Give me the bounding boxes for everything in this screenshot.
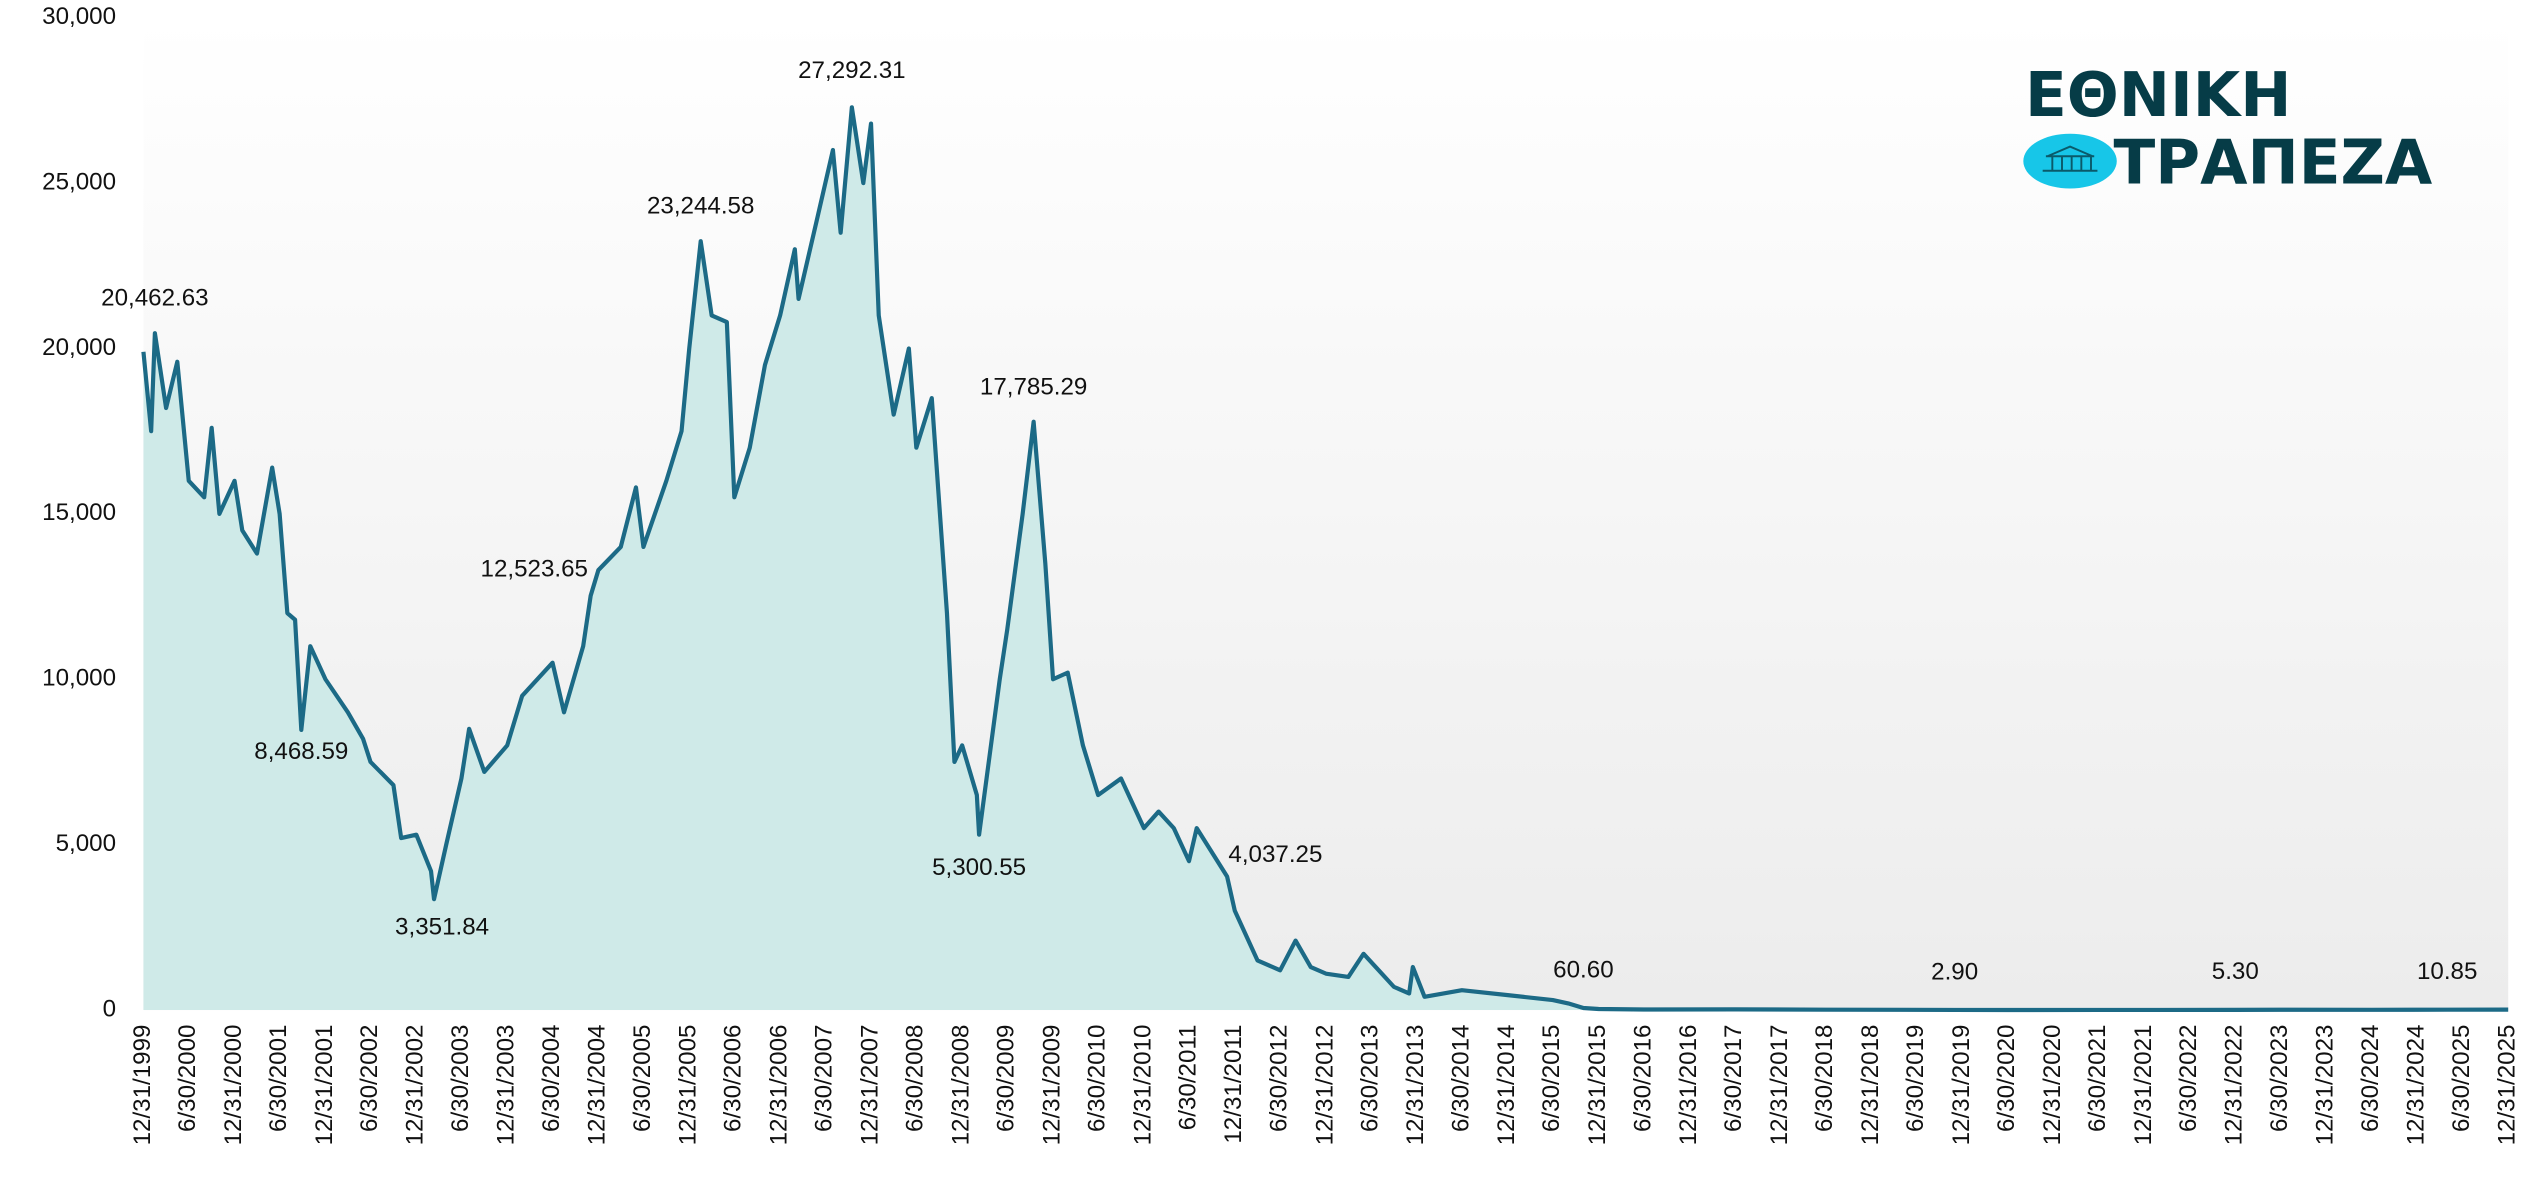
x-tick-label: 6/30/2008 <box>902 1025 929 1132</box>
logo-building <box>2042 145 2098 172</box>
x-tick-label: 6/30/2017 <box>1720 1025 1747 1132</box>
area <box>143 107 2509 1011</box>
x-tick-label: 6/30/2023 <box>2266 1025 2293 1132</box>
x-tick-label: 6/30/2001 <box>265 1025 292 1132</box>
x-tick-label: 12/31/2000 <box>220 1025 247 1146</box>
x-tick-label: 12/31/2017 <box>1766 1025 1793 1146</box>
x-tick-label: 12/31/2016 <box>1675 1025 1702 1146</box>
x-tick-label: 12/31/2021 <box>2130 1025 2157 1146</box>
x-tick-label: 6/30/2021 <box>2084 1025 2111 1132</box>
x-tick-label: 12/31/2012 <box>1311 1025 1338 1146</box>
x-tick-label: 12/31/2009 <box>1038 1025 1065 1146</box>
x-tick-label: 6/30/2012 <box>1266 1025 1293 1132</box>
x-tick-label: 6/30/2013 <box>1356 1025 1383 1132</box>
x-tick-label: 6/30/2020 <box>1993 1025 2020 1132</box>
x-tick-label: 12/31/2003 <box>493 1025 520 1146</box>
x-tick-label: 6/30/2002 <box>356 1025 383 1132</box>
x-tick-label: 12/31/2024 <box>2403 1025 2430 1146</box>
value-label: 27,292.31 <box>798 57 905 84</box>
value-label: 5,300.55 <box>932 854 1026 881</box>
x-tick-label: 12/31/2004 <box>584 1025 611 1146</box>
x-tick-label: 6/30/2007 <box>811 1025 838 1132</box>
x-tick-label: 6/30/2006 <box>720 1025 747 1132</box>
y-tick-label: 5,000 <box>56 830 116 857</box>
value-label: 17,785.29 <box>980 373 1087 400</box>
x-tick-label: 12/31/2023 <box>2312 1025 2339 1146</box>
value-label: 20,462.63 <box>101 285 208 312</box>
x-tick-label: 6/30/2014 <box>1447 1025 1474 1132</box>
x-tick-label: 12/31/2006 <box>766 1025 793 1146</box>
y-tick-label: 10,000 <box>42 665 116 692</box>
logo-line2: ΤΡΑΠΕΖΑ <box>2114 128 2433 199</box>
value-label: 2.90 <box>1931 958 1978 985</box>
value-label: 5.30 <box>2212 958 2259 985</box>
value-label: 3,351.84 <box>395 914 489 941</box>
x-tick-label: 12/31/2019 <box>1948 1025 1975 1146</box>
y-tick-label: 25,000 <box>42 168 116 195</box>
x-tick-label: 6/30/2024 <box>2357 1025 2384 1132</box>
x-tick-label: 12/31/2020 <box>2039 1025 2066 1146</box>
x-tick-label: 12/31/2014 <box>1493 1025 1520 1146</box>
y-tick-label: 0 <box>103 995 116 1022</box>
value-label: 23,244.58 <box>647 193 754 220</box>
x-tick-label: 6/30/2019 <box>1902 1025 1929 1132</box>
x-tick-label: 6/30/2015 <box>1538 1025 1565 1132</box>
y-tick-label: 30,000 <box>42 3 116 30</box>
x-tick-label: 6/30/2018 <box>1811 1025 1838 1132</box>
value-label: 60.60 <box>1553 956 1613 983</box>
x-tick-label: 12/31/2007 <box>856 1025 883 1146</box>
x-tick-label: 6/30/2003 <box>447 1025 474 1132</box>
x-tick-label: 12/31/2015 <box>1584 1025 1611 1146</box>
value-label: 12,523.65 <box>481 555 588 582</box>
x-tick-label: 12/31/2011 <box>1220 1025 1247 1144</box>
x-tick-label: 6/30/2010 <box>1083 1025 1110 1132</box>
x-tick-label: 12/31/2001 <box>311 1025 338 1146</box>
x-tick-label: 6/30/2022 <box>2175 1025 2202 1132</box>
x-tick-label: 6/30/2011 <box>1174 1025 1201 1131</box>
y-tick-label: 20,000 <box>42 334 116 361</box>
logo: ΕΘΝΙΚΗ ΤΡΑΠΕΖΑ <box>2023 60 2433 199</box>
x-tick-label: 12/31/2018 <box>1857 1025 1884 1146</box>
line <box>141 105 2509 1013</box>
x-tick-label: 12/31/2025 <box>2494 1025 2521 1146</box>
x-tick-label: 12/31/2010 <box>1129 1025 1156 1146</box>
x-tick-label: 6/30/2016 <box>1629 1025 1656 1132</box>
x-tick-label: 12/31/2022 <box>2221 1025 2248 1146</box>
x-tick-label: 12/31/1999 <box>129 1025 156 1146</box>
x-tick-label: 12/31/2005 <box>675 1025 702 1146</box>
x-tick-label: 6/30/2009 <box>993 1025 1020 1132</box>
value-label: 10.85 <box>2417 958 2477 985</box>
value-label: 4,037.25 <box>1228 841 1322 868</box>
x-tick-label: 12/31/2002 <box>402 1025 429 1146</box>
logo-line1: ΕΘΝΙΚΗ <box>2025 60 2291 131</box>
x-tick-label: 6/30/2004 <box>538 1025 565 1132</box>
x-tick-label: 6/30/2025 <box>2448 1025 2475 1132</box>
x-tick-label: 6/30/2005 <box>629 1025 656 1132</box>
logo-emblem <box>2023 133 2117 189</box>
x-tick-label: 12/31/2013 <box>1402 1025 1429 1146</box>
x-tick-label: 6/30/2000 <box>174 1025 201 1132</box>
x-tick-label: 12/31/2008 <box>948 1025 975 1146</box>
value-label: 8,468.59 <box>254 738 348 765</box>
y-tick-label: 15,000 <box>42 499 116 526</box>
